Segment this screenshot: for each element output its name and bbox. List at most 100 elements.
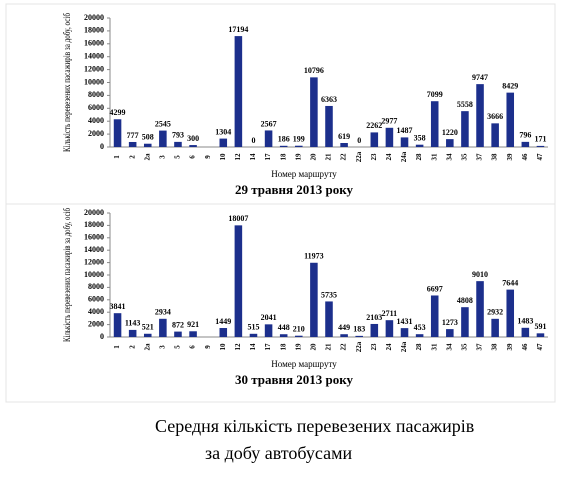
x-tick-label: 37 xyxy=(476,343,484,351)
x-tick-label: 47 xyxy=(536,343,544,351)
bar xyxy=(279,334,288,337)
x-tick-label: 18 xyxy=(279,153,287,161)
x-tick-label: 17 xyxy=(264,343,272,351)
value-label: 7099 xyxy=(427,90,443,99)
value-label: 2262 xyxy=(366,121,382,130)
value-label: 2545 xyxy=(155,119,171,128)
value-label: 515 xyxy=(247,323,259,332)
value-label: 1431 xyxy=(397,317,413,326)
bar xyxy=(264,130,273,147)
x-tick-label: 28 xyxy=(415,343,423,351)
value-label: 1449 xyxy=(215,317,231,326)
value-label: 1220 xyxy=(442,128,458,137)
value-label: 921 xyxy=(187,320,199,329)
x-tick-label: 5 xyxy=(174,155,182,159)
y-tick-label: 2000 xyxy=(88,319,104,328)
x-tick-label: 1 xyxy=(113,345,121,349)
value-label: 449 xyxy=(338,323,350,332)
x-tick-label: 21 xyxy=(325,153,333,161)
value-label: 5735 xyxy=(321,290,337,299)
value-label: 171 xyxy=(534,135,546,144)
value-label: 6363 xyxy=(321,95,337,104)
x-tick-label: 31 xyxy=(430,153,438,161)
x-tick-label: 9 xyxy=(204,345,212,349)
value-label: 0 xyxy=(251,136,255,145)
x-tick-label: 19 xyxy=(294,343,302,351)
bar xyxy=(143,143,152,147)
bar xyxy=(521,141,530,147)
value-label: 4808 xyxy=(457,296,473,305)
x-tick-label: 9 xyxy=(204,155,212,159)
x-tick-label: 37 xyxy=(476,153,484,161)
bar xyxy=(461,307,469,337)
x-tick-label: 20 xyxy=(310,153,318,161)
x-tick-label: 21 xyxy=(325,343,333,351)
value-label: 2977 xyxy=(381,117,397,126)
bar xyxy=(174,331,182,337)
bar xyxy=(400,137,409,147)
y-tick-label: 20000 xyxy=(84,208,104,217)
y-tick-label: 4000 xyxy=(88,307,104,316)
value-label: 1483 xyxy=(517,317,533,326)
bar xyxy=(234,225,243,337)
bar xyxy=(264,324,273,337)
x-tick-label: 22 xyxy=(340,343,348,351)
bar xyxy=(430,101,439,147)
bar xyxy=(370,323,379,337)
bar xyxy=(295,335,303,337)
bar xyxy=(113,119,122,147)
caption: за добу автобусами xyxy=(205,443,352,463)
x-tick-label: 35 xyxy=(461,153,469,161)
bar xyxy=(295,145,303,147)
bar xyxy=(370,132,379,147)
y-tick-label: 4000 xyxy=(88,116,104,125)
value-label: 2103 xyxy=(366,313,382,322)
value-label: 9747 xyxy=(472,73,488,82)
bar xyxy=(415,334,424,337)
value-label: 9010 xyxy=(472,270,488,279)
bar xyxy=(446,329,454,337)
bar xyxy=(491,123,499,147)
value-label: 210 xyxy=(293,325,305,334)
x-tick-label: 24a xyxy=(400,151,408,162)
bar xyxy=(128,329,137,337)
value-label: 591 xyxy=(534,322,546,331)
x-tick-label: 6 xyxy=(189,345,197,349)
value-label: 2567 xyxy=(261,119,277,128)
x-tick-label: 22a xyxy=(355,151,363,162)
value-label: 521 xyxy=(142,323,154,332)
x-tick-label: 34 xyxy=(445,343,453,351)
value-label: 872 xyxy=(172,320,184,329)
x-tick-label: 2a xyxy=(143,153,151,161)
y-tick-label: 0 xyxy=(100,142,104,151)
y-tick-label: 14000 xyxy=(84,52,104,61)
bar xyxy=(461,111,469,147)
x-tick-label: 6 xyxy=(189,155,197,159)
bar xyxy=(189,331,197,337)
x-tick-label: 20 xyxy=(310,343,318,351)
bar xyxy=(385,127,394,147)
x-tick-label: 2 xyxy=(128,345,136,349)
x-tick-label: 1 xyxy=(113,155,121,159)
x-tick-label: 47 xyxy=(536,153,544,161)
x-tick-label: 28 xyxy=(415,153,423,161)
frame xyxy=(5,203,556,403)
bar xyxy=(385,320,394,337)
y-tick-label: 2000 xyxy=(88,129,104,138)
bar xyxy=(491,318,499,337)
bar xyxy=(355,335,363,337)
bar xyxy=(249,333,258,337)
value-label: 2934 xyxy=(155,308,171,317)
bar xyxy=(476,281,484,337)
value-label: 2041 xyxy=(261,313,277,322)
x-tick-label: 31 xyxy=(430,343,438,351)
value-label: 1304 xyxy=(215,127,231,136)
bar xyxy=(189,145,197,147)
value-label: 2932 xyxy=(487,308,503,317)
x-tick-label: 10 xyxy=(219,343,227,351)
value-label: 1273 xyxy=(442,318,458,327)
bar xyxy=(113,313,122,337)
bar xyxy=(174,141,182,147)
x-tick-label: 24 xyxy=(385,153,393,161)
value-label: 8429 xyxy=(502,81,518,90)
